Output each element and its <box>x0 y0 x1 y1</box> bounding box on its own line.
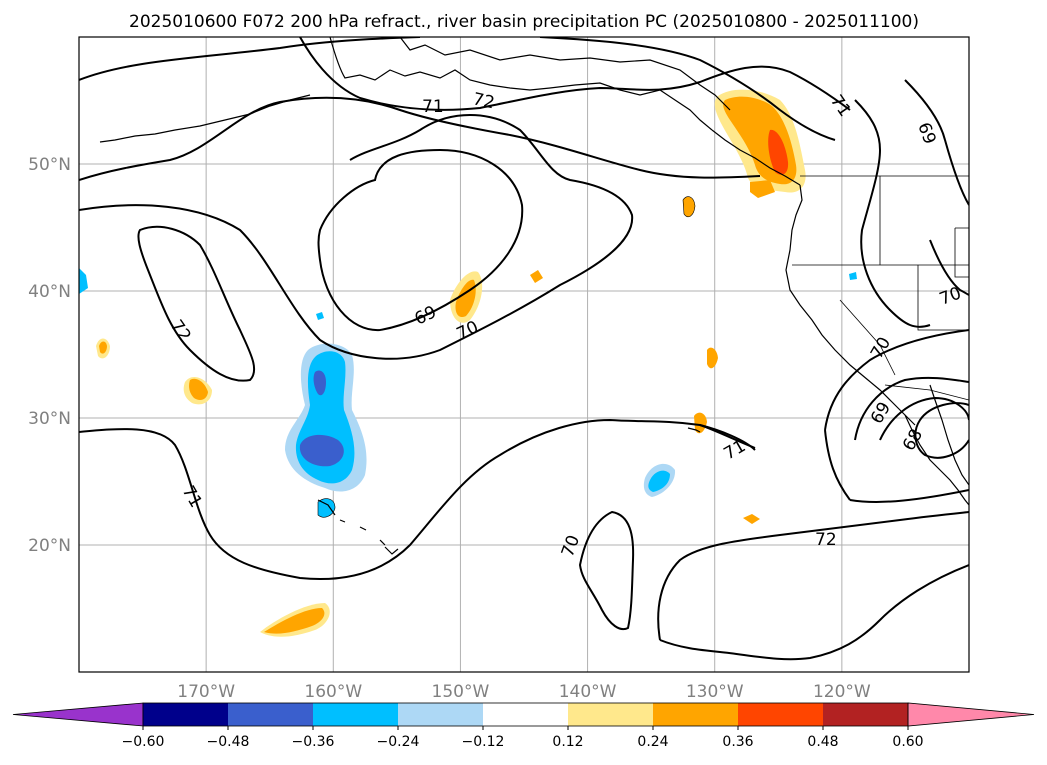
negative-anomaly-strong <box>299 434 344 467</box>
alaska-inland <box>399 37 731 111</box>
positive-anomaly-nw-coast-south <box>750 180 775 198</box>
contour-70-east <box>929 239 969 296</box>
colorbar-extend-low <box>12 702 144 727</box>
map-background <box>79 37 969 672</box>
colorbar-segment <box>398 703 483 726</box>
map-frame <box>78 36 970 673</box>
negative-anomaly-strong-north <box>313 370 326 396</box>
contour-label: 71 <box>422 97 444 117</box>
colorbar-tick-label: 0.48 <box>807 734 838 750</box>
contour-69-east <box>904 79 969 206</box>
figure-title: 2025010600 F072 200 hPa refract., river … <box>129 12 919 32</box>
negative-anomaly-patch <box>317 498 336 518</box>
colorbar-extend-high <box>907 702 1035 727</box>
colorbar-tick-label: 0.36 <box>722 734 753 750</box>
contour-label: 72 <box>471 89 496 113</box>
refractivity-contours <box>79 37 969 661</box>
colorbar-tick-label: 0.24 <box>637 734 668 750</box>
colorbar: −0.60 −0.48 −0.36 −0.24 −0.12 0.12 0.24 0.36 0.4… <box>12 702 1035 750</box>
positive-anomaly-small-6 <box>743 514 760 524</box>
positive-anomaly-nw-coast-strong <box>768 129 789 175</box>
island-1 <box>687 427 701 433</box>
latitude-label: 50°N <box>28 155 71 175</box>
negative-anomaly-small-east <box>849 272 857 280</box>
positive-anomaly-small-2 <box>682 196 696 218</box>
contour-70-gyre <box>79 114 634 360</box>
longitude-labels: 170°W 160°W 150°W 140°W 130°W 120°W <box>177 682 871 702</box>
positive-anomaly-small-3 <box>707 347 718 369</box>
negative-anomaly-small <box>316 312 324 320</box>
coastlines <box>99 37 969 555</box>
contour-71-mid <box>699 424 756 449</box>
colorbar-tick-label: −0.12 <box>462 734 505 750</box>
map-panel: 72 71 71 69 69 70 72 71 71 70 72 70 70 6… <box>28 36 970 702</box>
contour-71-south <box>79 418 756 581</box>
contour-68-inner <box>914 402 969 459</box>
state-border-5 <box>954 227 969 278</box>
aleutians <box>99 94 311 143</box>
contour-68-southeast <box>879 396 969 441</box>
latitude-label: 40°N <box>28 282 71 302</box>
colorbar-tick-label: −0.36 <box>292 734 335 750</box>
state-border-3 <box>917 265 969 331</box>
colorbar-tick-label: 0.12 <box>552 734 583 750</box>
latitude-labels: 50°N 40°N 30°N 20°N <box>28 155 71 556</box>
contour-72-north <box>79 37 836 141</box>
negative-anomaly-patch-east-core <box>648 470 670 492</box>
longitude-label: 150°W <box>432 682 490 702</box>
longitude-label: 140°W <box>559 682 617 702</box>
longitude-label: 120°W <box>813 682 871 702</box>
positive-anomaly-small-5 <box>530 270 543 283</box>
colorbar-segment <box>823 703 908 726</box>
colorbar-segment <box>738 703 823 726</box>
us-west-coast <box>785 184 916 426</box>
contour-72-south <box>657 511 969 661</box>
colorbar-segment <box>653 703 738 726</box>
contour-70-southeast <box>824 329 969 431</box>
colorbar-tick-label: 0.60 <box>892 734 923 750</box>
contour-72-west <box>137 225 256 382</box>
latitude-label: 30°N <box>28 409 71 429</box>
contour-69-southeast <box>854 376 969 441</box>
colorbar-tick-label: −0.60 <box>122 734 165 750</box>
contour-label: 72 <box>815 530 837 550</box>
contour-71-east <box>854 99 931 328</box>
contour-70-south <box>578 510 635 630</box>
borders <box>792 175 969 401</box>
gulf-california <box>929 384 969 486</box>
positive-anomaly-south-core <box>264 608 325 634</box>
state-border-4 <box>839 299 896 376</box>
colorbar-segment <box>483 703 568 726</box>
longitude-label: 130°W <box>686 682 744 702</box>
colorbar-segment <box>313 703 398 726</box>
positive-anomaly-small-1-core <box>99 341 107 354</box>
positive-anomaly-small-4 <box>694 412 707 434</box>
colorbar-segment <box>568 703 653 726</box>
colorbar-segment <box>228 703 313 726</box>
longitude-label: 170°W <box>177 682 235 702</box>
negative-anomaly-edge <box>79 268 88 294</box>
colorbar-tick-label: −0.48 <box>207 734 250 750</box>
colorbar-frame <box>142 702 909 727</box>
positive-anomaly-west-core <box>189 378 208 400</box>
colorbar-segment <box>143 703 228 726</box>
bc-coast <box>711 129 801 186</box>
contour-72-northwest <box>299 37 851 111</box>
alaska-coast <box>329 37 713 131</box>
contour-69-gyre <box>317 148 524 332</box>
contour-71-north <box>79 96 761 181</box>
longitude-label: 160°W <box>304 682 362 702</box>
latitude-label: 20°N <box>28 536 71 556</box>
shaded-anomalies <box>79 89 857 637</box>
hawaii-islands <box>317 499 399 555</box>
colorbar-tick-label: −0.24 <box>377 734 420 750</box>
mexico-border <box>884 384 969 401</box>
contour-70-southeast-outer <box>824 429 969 503</box>
